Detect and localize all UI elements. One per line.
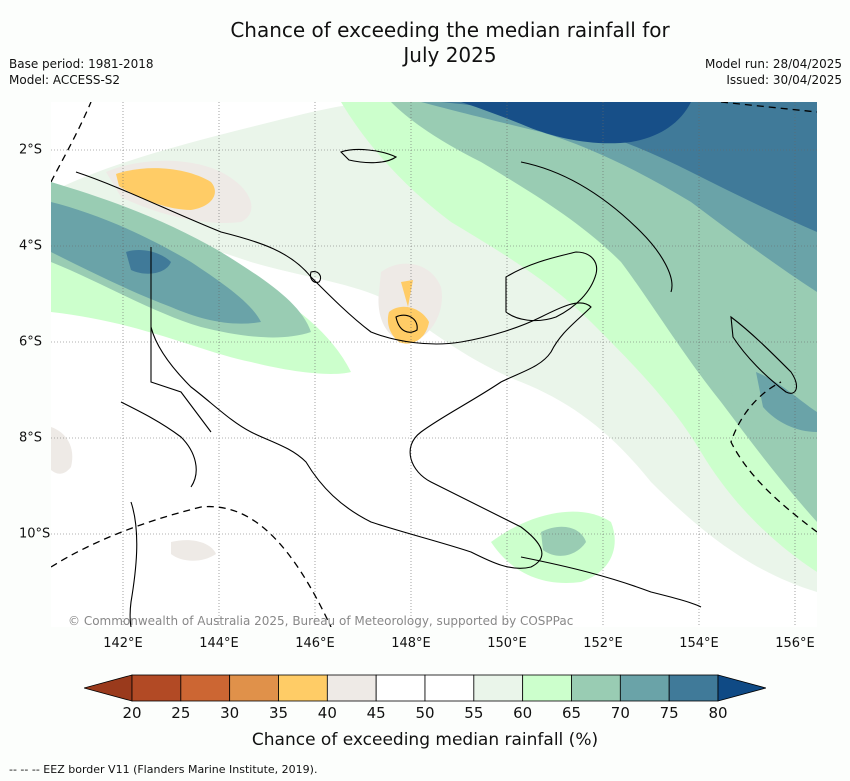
x-tick-144: 144°E <box>199 636 239 651</box>
colorbar-bin-55-60 <box>473 674 524 702</box>
colorbar-label-50: 50 <box>415 704 435 722</box>
contour-40-west-edge <box>51 427 73 474</box>
colorbar-label-45: 45 <box>366 704 386 722</box>
long-island <box>395 314 418 333</box>
y-tick-2s: 2°S <box>19 142 43 158</box>
colorbar-label-25: 25 <box>171 704 191 722</box>
x-tick-156: 156°E <box>775 636 815 651</box>
colorbar-bin-70-75 <box>619 674 670 702</box>
colorbar-svg <box>82 674 768 702</box>
eez-northeast <box>720 101 818 113</box>
colorbar-label-40: 40 <box>317 704 337 722</box>
louisiade-islands <box>520 556 702 608</box>
new-britain-coast <box>505 251 598 322</box>
y-tick-8s: 8°S <box>19 430 43 446</box>
border-indonesia-png <box>150 247 212 433</box>
title-line-2: July 2025 <box>403 43 497 67</box>
x-tick-148: 148°E <box>391 636 431 651</box>
new-ireland-coast <box>520 161 673 293</box>
colorbar-bin-60-65 <box>522 674 572 702</box>
map-panel <box>50 101 818 628</box>
contour-80-ne <box>461 102 691 144</box>
eez-east <box>730 381 818 533</box>
colorbar-bin-35-40 <box>278 674 328 702</box>
model-name: Model: ACCESS-S2 <box>9 73 121 87</box>
colorbar-label-80: 80 <box>708 704 728 722</box>
copyright-note: © Commonwealth of Australia 2025, Bureau… <box>68 614 574 628</box>
meta-left: Base period: 1981-2018 Model: ACCESS-S2 <box>9 56 154 88</box>
colorbar-bin-25-30 <box>180 674 231 702</box>
png-mainland-coast <box>75 171 592 569</box>
y-tick-10s: 10°S <box>19 526 51 542</box>
coastlines <box>75 148 797 628</box>
x-tick-146: 146°E <box>295 636 335 651</box>
colorbar-label-70: 70 <box>610 704 630 722</box>
x-tick-142: 142°E <box>103 636 143 651</box>
colorbar-bin-30-35 <box>229 674 279 702</box>
contour-35-central-tip <box>401 280 413 307</box>
map-title: Chance of exceeding the median rainfall … <box>150 18 750 68</box>
cape-york-coast <box>129 501 138 628</box>
colorbar-label-75: 75 <box>659 704 679 722</box>
meta-right: Model run: 28/04/2025 Issued: 30/04/2025 <box>705 56 842 88</box>
manus-coast <box>339 148 398 164</box>
eez-footnote: -- -- -- EEZ border V11 (Flanders Marine… <box>9 763 318 776</box>
y-tick-4s: 4°S <box>19 238 43 254</box>
colorbar-bin-50-55 <box>424 674 475 702</box>
model-run: Model run: 28/04/2025 <box>704 57 842 71</box>
colorbar <box>82 673 768 733</box>
colorbar-high-extend <box>717 674 768 702</box>
eez-west <box>50 101 92 183</box>
colorbar-label-60: 60 <box>513 704 533 722</box>
colorbar-title: Chance of exceeding median rainfall (%) <box>251 730 599 750</box>
contour-40-south <box>171 540 216 561</box>
contour-75-ne <box>441 102 817 232</box>
torres-strait-coast <box>120 401 197 488</box>
colorbar-label-65: 65 <box>561 704 582 722</box>
graticule <box>51 102 817 627</box>
map-svg <box>50 101 818 628</box>
y-tick-6s: 6°S <box>19 334 43 350</box>
colorbar-label-30: 30 <box>220 704 240 722</box>
colorbar-bin-65-70 <box>571 674 621 702</box>
colorbar-label-20: 20 <box>122 704 142 722</box>
eez-borders <box>50 101 818 628</box>
base-period: Base period: 1981-2018 <box>9 57 154 71</box>
title-line-1: Chance of exceeding the median rainfall … <box>230 18 670 42</box>
colorbar-bin-20-25 <box>131 674 182 702</box>
colorbar-bin-45-50 <box>375 674 426 702</box>
colorbar-label-55: 55 <box>464 704 484 722</box>
colorbar-bin-75-80 <box>668 674 719 702</box>
contour-75-west <box>126 250 171 274</box>
issued-date: Issued: 30/04/2025 <box>726 73 842 87</box>
x-tick-150: 150°E <box>487 636 527 651</box>
bougainville-coast <box>730 315 797 394</box>
colorbar-low-extend <box>82 674 133 702</box>
colorbar-bin-40-45 <box>326 674 377 702</box>
colorbar-label-35: 35 <box>268 704 289 722</box>
eez-southwest <box>50 505 332 628</box>
x-tick-154: 154°E <box>679 636 719 651</box>
karkar-island <box>309 271 322 283</box>
contour-35-north <box>116 168 215 210</box>
x-tick-152: 152°E <box>583 636 623 651</box>
